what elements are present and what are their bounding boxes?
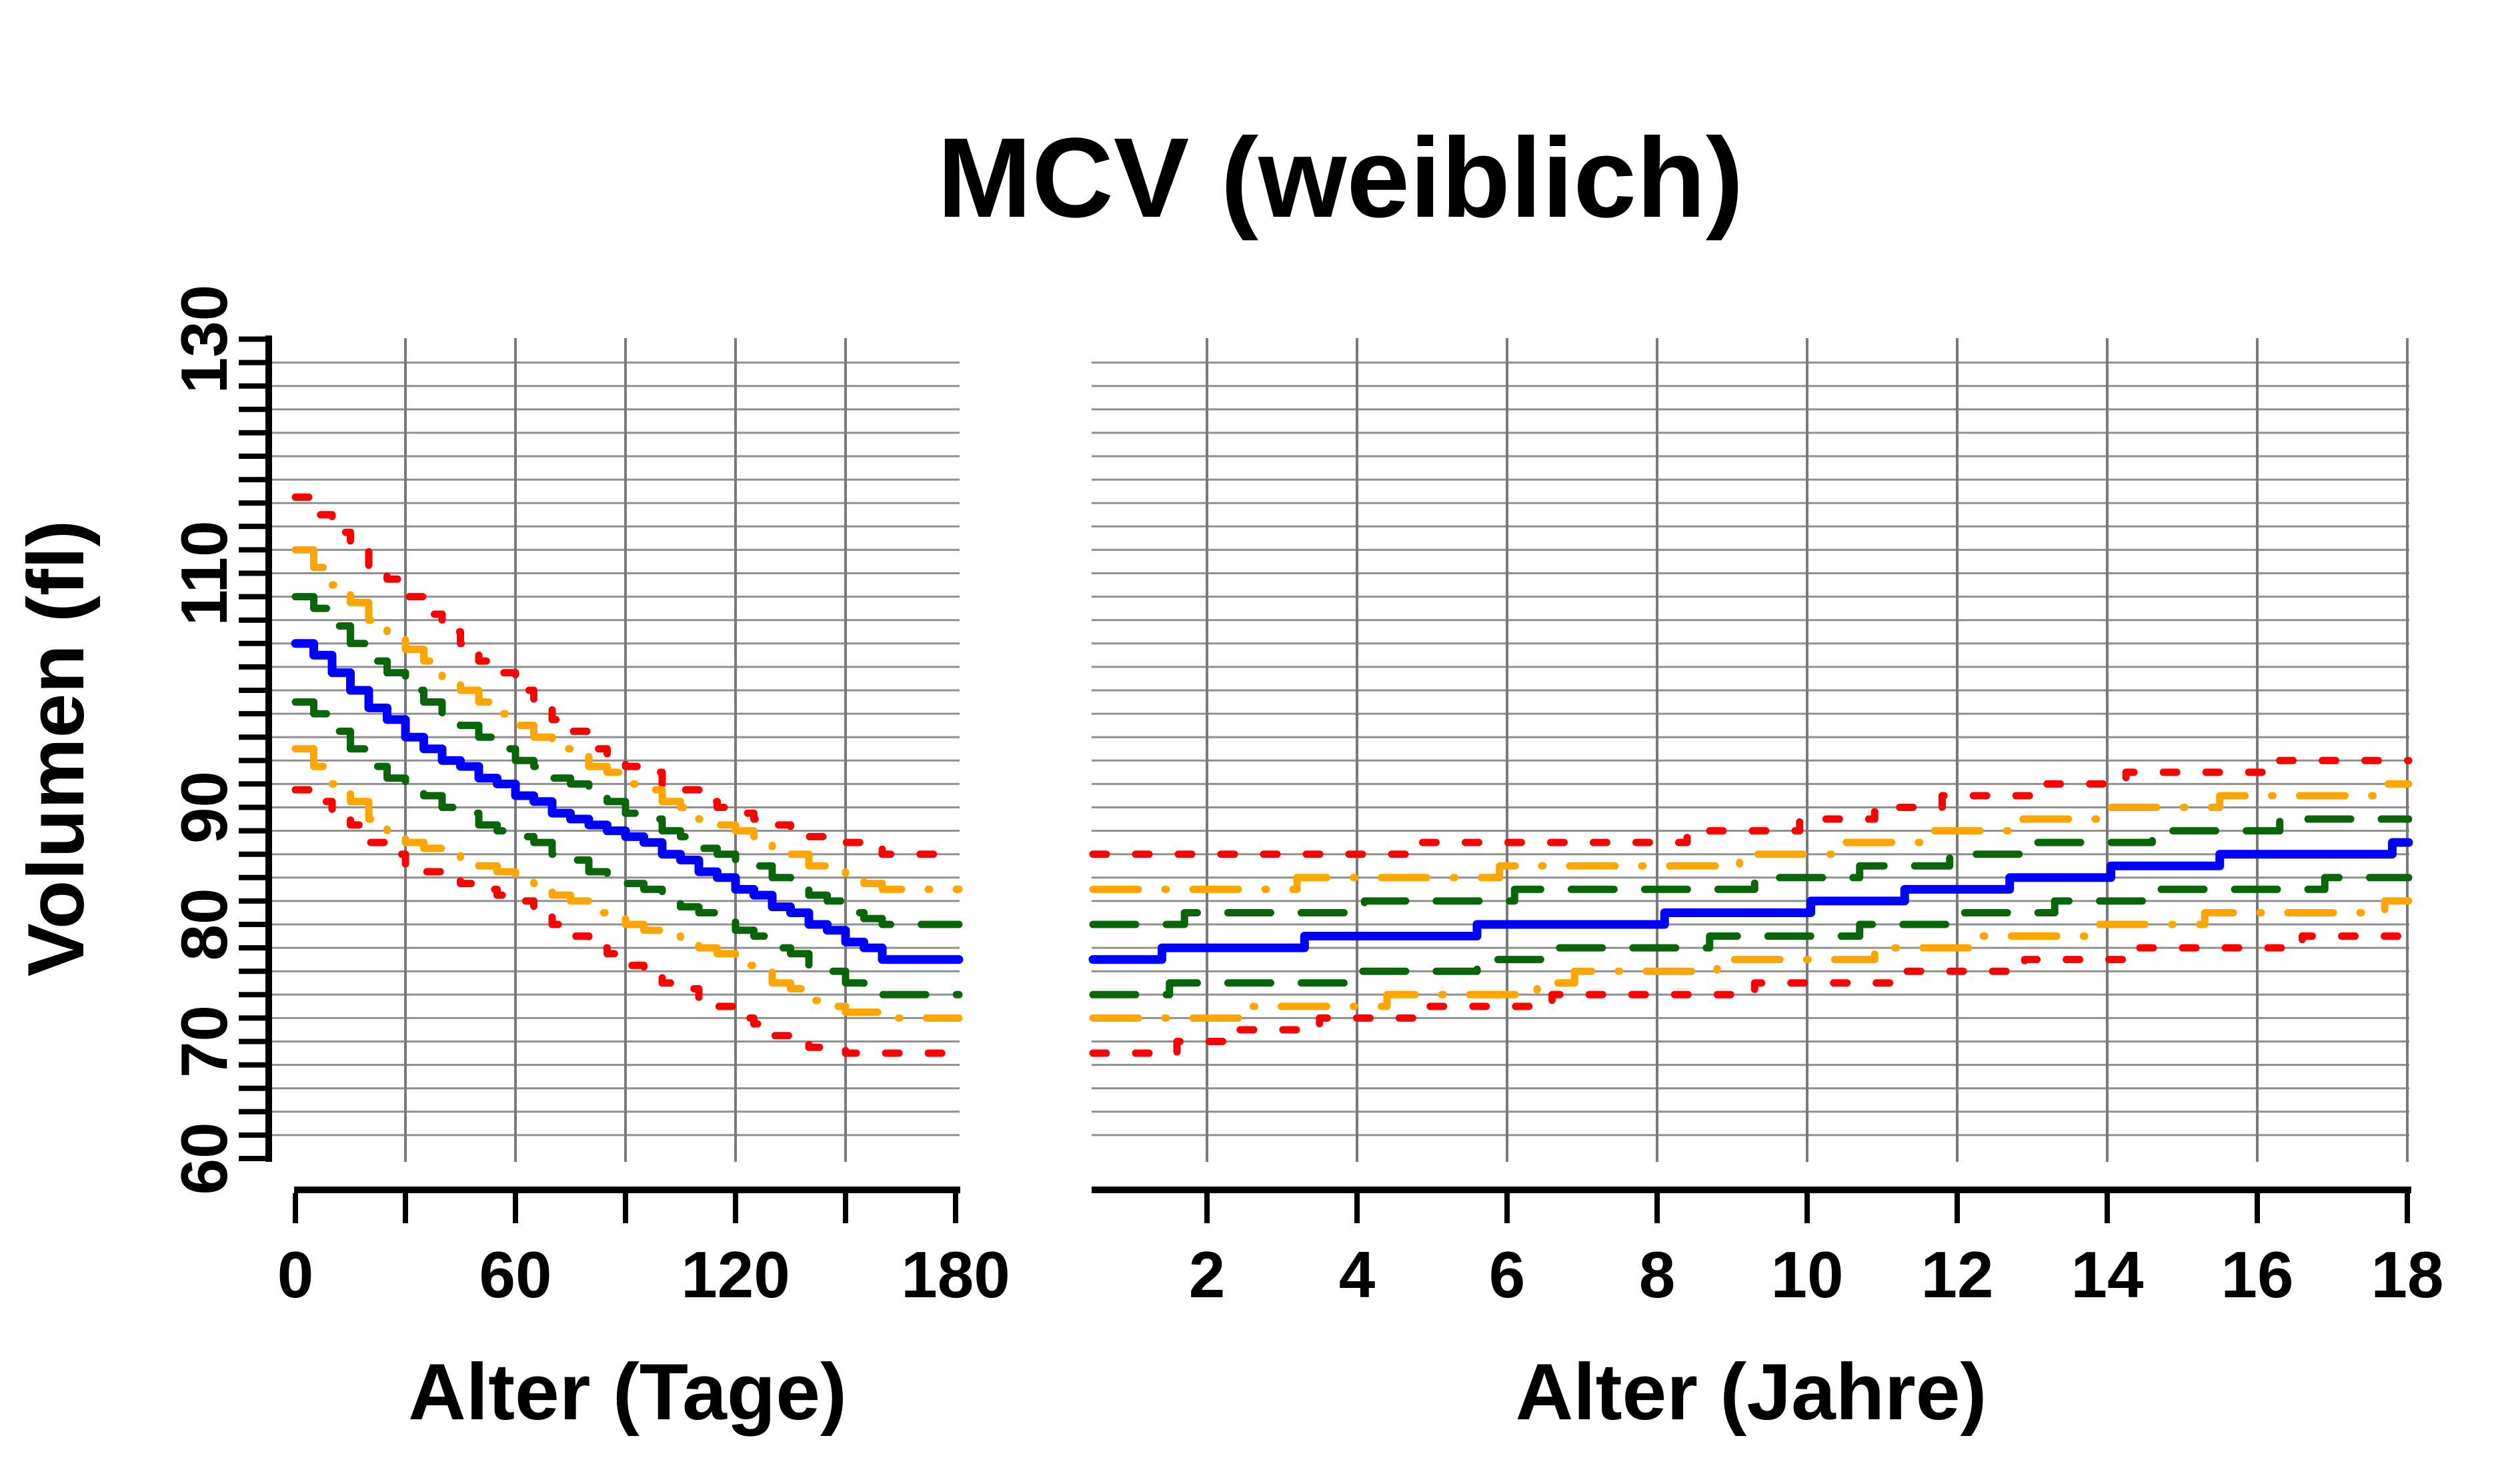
curve-lower-green-dashed (1089, 874, 2413, 998)
x-tick-label: 12 (1921, 1238, 1993, 1311)
x-tick-label: 120 (681, 1238, 790, 1311)
curve-upper-green-dashed (291, 593, 963, 928)
x-tick-label: 2 (1189, 1238, 1226, 1311)
x-tick-label: 18 (2371, 1238, 2443, 1311)
x-tick-label: 0 (277, 1238, 314, 1311)
x-tick-label: 60 (479, 1238, 551, 1311)
x-axis-label-years: Alter (Jahre) (1516, 1347, 1987, 1437)
x-tick-label: 4 (1339, 1238, 1376, 1311)
curve-central-blue-solid (291, 639, 964, 964)
y-tick-label: 60 (167, 1122, 241, 1195)
curve-upper-red-dotted (291, 493, 963, 858)
y-axis-label: Volumen (fl) (11, 520, 101, 976)
y-tick-label: 130 (167, 285, 241, 394)
curve-lower-red-dotted (291, 786, 963, 1057)
x-tick-label: 16 (2221, 1238, 2293, 1311)
x-tick-label: 180 (901, 1238, 1010, 1311)
curve-lower-orange-dashdot (1089, 897, 2413, 1022)
x-tick-label: 8 (1639, 1238, 1676, 1311)
curve-upper-red-dotted (1089, 756, 2413, 858)
x-tick-label: 6 (1489, 1238, 1526, 1311)
curve-central-blue-solid (1088, 838, 2413, 964)
x-axis-label-days: Alter (Tage) (408, 1347, 847, 1437)
x-tick-label: 14 (2071, 1238, 2143, 1311)
curve-lower-green-dashed (291, 698, 963, 998)
y-tick-label: 80 (167, 888, 241, 960)
chart-title: MCV (weiblich) (938, 115, 1744, 241)
x-tick-label: 10 (1770, 1238, 1843, 1311)
y-tick-label: 90 (167, 771, 241, 844)
curve-upper-orange-dashdot (1089, 780, 2413, 893)
y-tick-label: 70 (167, 1005, 241, 1078)
curve-upper-orange-dashdot (291, 546, 963, 893)
curve-upper-green-dashed (1089, 815, 2413, 928)
y-tick-label: 110 (167, 520, 241, 626)
